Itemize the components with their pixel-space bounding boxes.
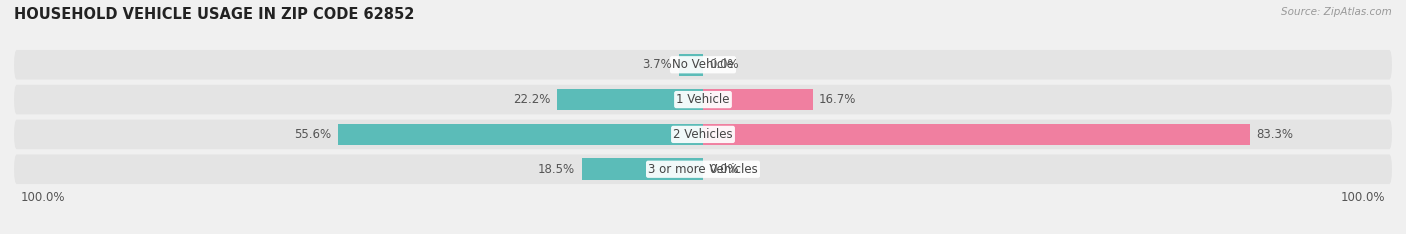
Text: 83.3%: 83.3% bbox=[1256, 128, 1294, 141]
FancyBboxPatch shape bbox=[14, 85, 1392, 114]
Text: 22.2%: 22.2% bbox=[513, 93, 551, 106]
Bar bbox=[557, 89, 703, 110]
Text: No Vehicle: No Vehicle bbox=[672, 58, 734, 71]
Text: 100.0%: 100.0% bbox=[21, 191, 65, 204]
Text: Source: ZipAtlas.com: Source: ZipAtlas.com bbox=[1281, 7, 1392, 17]
Text: 16.7%: 16.7% bbox=[820, 93, 856, 106]
Bar bbox=[582, 158, 703, 180]
Text: 0.0%: 0.0% bbox=[710, 58, 740, 71]
Text: 3.7%: 3.7% bbox=[643, 58, 672, 71]
FancyBboxPatch shape bbox=[14, 120, 1392, 149]
Text: 55.6%: 55.6% bbox=[294, 128, 332, 141]
Text: 1 Vehicle: 1 Vehicle bbox=[676, 93, 730, 106]
Bar bbox=[339, 124, 703, 145]
Text: 18.5%: 18.5% bbox=[538, 163, 575, 176]
Bar bbox=[703, 89, 813, 110]
Text: HOUSEHOLD VEHICLE USAGE IN ZIP CODE 62852: HOUSEHOLD VEHICLE USAGE IN ZIP CODE 6285… bbox=[14, 7, 415, 22]
Text: 2 Vehicles: 2 Vehicles bbox=[673, 128, 733, 141]
Text: 100.0%: 100.0% bbox=[1341, 191, 1385, 204]
FancyBboxPatch shape bbox=[14, 154, 1392, 184]
Text: 3 or more Vehicles: 3 or more Vehicles bbox=[648, 163, 758, 176]
FancyBboxPatch shape bbox=[14, 50, 1392, 80]
Bar bbox=[679, 54, 703, 76]
Bar bbox=[703, 124, 1250, 145]
Text: 0.0%: 0.0% bbox=[710, 163, 740, 176]
